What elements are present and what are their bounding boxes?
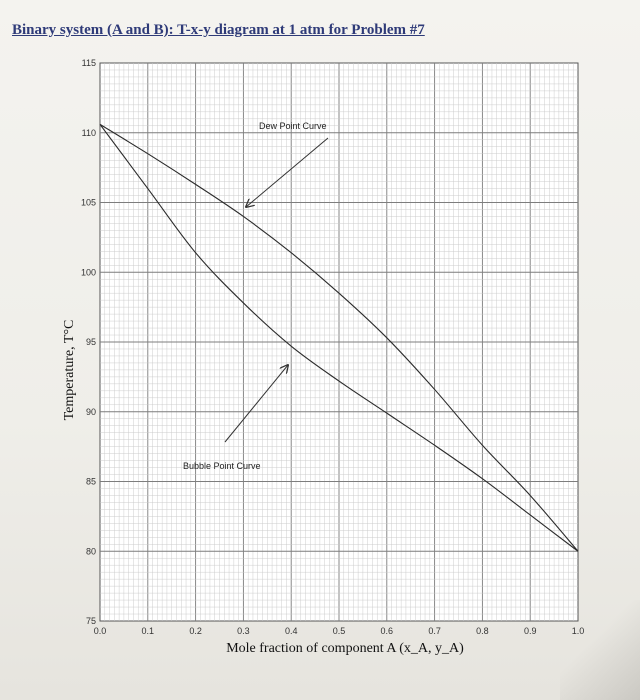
x-tick-label: 0.3 [237,626,250,636]
curves [99,123,579,552]
chart-title: Binary system (A and B): T-x-y diagram a… [12,22,425,38]
y-tick-label: 115 [82,58,96,68]
dew-point-label: Dew Point Curve [259,121,327,131]
x-tick-label: 0.2 [189,626,202,636]
x-tick-label: 0.6 [381,626,394,636]
tick-labels: 0.0 0.1 0.2 0.3 0.4 0.5 0.6 0.7 0.8 0.9 1.0 75 80 85 9… [81,58,584,636]
y-axis-label: Temperature, T°C [62,320,77,421]
y-tick-label: 100 [81,267,96,277]
y-tick-label: 80 [86,546,96,556]
x-tick-label: 0.4 [285,626,298,636]
y-tick-label: 110 [82,128,96,138]
y-tick-label: 85 [86,477,96,487]
y-tick-label: 105 [81,198,96,208]
x-axis-label: Mole fraction of component A (x_A, y_A) [226,641,464,656]
x-tick-label: 0.5 [333,626,346,636]
dew-point-arrow [246,137,329,207]
bubble-point-curve [99,124,579,552]
y-tick-label: 95 [86,337,96,347]
y-tick-label: 90 [86,407,96,417]
annotations: Dew Point Curve Bubble Point Curve [183,121,329,471]
dew-point-curve [99,123,579,552]
y-tick-label: 75 [86,616,96,626]
grid-lines [100,63,578,621]
bubble-point-arrow [224,365,288,443]
x-tick-label: 0.7 [428,626,441,636]
bubble-point-label: Bubble Point Curve [183,461,261,471]
x-tick-label: 0.1 [142,626,155,636]
x-tick-label: 0.0 [94,626,107,636]
x-tick-label: 1.0 [572,626,585,636]
x-tick-label: 0.8 [476,626,489,636]
x-tick-label: 0.9 [524,626,537,636]
